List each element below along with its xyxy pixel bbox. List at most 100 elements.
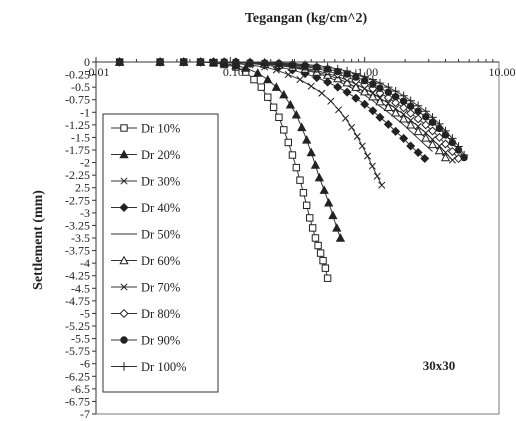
data-point	[275, 113, 283, 122]
series-layer	[115, 57, 469, 282]
data-point	[422, 129, 430, 137]
y-tick-label: -6.75	[65, 394, 90, 408]
data-point	[448, 156, 456, 164]
legend-label: Dr 10%	[141, 122, 180, 136]
data-point	[421, 107, 430, 116]
legend-label: Dr 20%	[141, 148, 180, 162]
y-axis-label: Settlement (mm)	[31, 190, 46, 290]
data-point	[319, 185, 329, 194]
legend-item: Dr 90%	[111, 334, 180, 348]
data-point	[314, 241, 322, 250]
x-tick-label: 10.00	[489, 65, 516, 79]
data-point	[257, 83, 265, 91]
x-tick-label: 0.10	[223, 65, 244, 79]
y-tick-label: -5.5	[71, 332, 90, 346]
data-point	[428, 135, 437, 143]
data-point	[434, 145, 445, 155]
data-point	[375, 112, 385, 122]
data-point	[341, 114, 350, 122]
data-point	[292, 163, 301, 172]
data-point	[407, 116, 415, 124]
legend-label: Dr 100%	[141, 360, 186, 374]
series-line	[119, 61, 329, 279]
y-tick-label: -4.75	[65, 294, 90, 308]
y-tick-label: -1.5	[71, 130, 90, 144]
data-point	[427, 139, 438, 149]
data-point	[400, 110, 408, 118]
data-point	[324, 197, 334, 207]
y-tick-label: 0	[84, 55, 90, 69]
legend-marker	[119, 149, 129, 159]
legend-item: Dr 40%	[111, 201, 180, 215]
data-point	[384, 99, 392, 107]
y-tick-label: -1	[80, 105, 90, 119]
legend-item: Dr 50%	[111, 228, 180, 242]
data-point	[333, 64, 342, 74]
legend-item: Dr 10%	[111, 122, 180, 136]
y-tick-label: -3	[80, 206, 90, 220]
data-point	[353, 132, 361, 140]
data-point	[332, 223, 342, 232]
data-point	[406, 108, 416, 118]
data-point	[413, 101, 423, 110]
y-tick-label: -6	[80, 357, 90, 371]
data-point	[406, 120, 416, 129]
y-tick-label: -5.25	[65, 319, 90, 333]
legend-item: Dr 20%	[111, 148, 180, 162]
y-tick-label: -6.25	[65, 369, 90, 383]
legend-marker	[119, 255, 129, 265]
data-point	[269, 103, 278, 111]
data-point	[351, 69, 361, 78]
data-point	[391, 98, 401, 108]
data-point	[413, 148, 423, 158]
y-tick-label: -4	[80, 256, 90, 270]
data-point	[302, 201, 311, 210]
data-point	[391, 86, 400, 96]
data-point	[368, 106, 378, 116]
y-tick-label: -6.5	[71, 382, 90, 396]
data-point	[351, 82, 361, 91]
data-point	[421, 133, 431, 142]
data-point	[319, 256, 327, 265]
data-point	[306, 147, 316, 157]
legend-item: Dr 100%	[111, 360, 186, 374]
y-tick-label: -4.5	[71, 281, 90, 295]
data-point	[333, 82, 343, 92]
data-point	[435, 119, 444, 129]
data-point	[335, 233, 346, 242]
data-point	[327, 97, 335, 105]
y-tick-label: -4.25	[65, 269, 90, 283]
y-tick-label: -5.75	[65, 344, 90, 358]
data-point	[391, 126, 401, 136]
data-point	[279, 89, 289, 99]
data-point	[318, 89, 326, 97]
data-point	[351, 93, 361, 103]
data-point	[271, 82, 281, 91]
data-point	[302, 135, 312, 144]
y-tick-label: -0.5	[71, 80, 90, 94]
data-point	[360, 86, 370, 96]
legend-marker	[120, 177, 128, 185]
data-point	[316, 249, 325, 257]
y-tick-label: -2	[80, 156, 90, 170]
data-point	[383, 119, 393, 129]
data-point	[378, 181, 386, 189]
data-point	[323, 77, 333, 87]
x-tick-label: 1.00	[357, 65, 378, 79]
y-tick-label: -2.75	[65, 193, 90, 207]
legend-label: Dr 90%	[141, 334, 180, 348]
legend-label: Dr 80%	[141, 307, 180, 321]
data-point	[399, 91, 408, 100]
data-point	[376, 94, 384, 102]
legend-label: Dr 70%	[141, 281, 180, 295]
data-point	[284, 138, 292, 147]
data-point	[384, 82, 393, 92]
data-point	[274, 58, 284, 68]
data-point	[321, 264, 330, 272]
y-tick-label: -3.5	[71, 231, 90, 245]
data-point	[296, 176, 304, 184]
data-point	[459, 150, 469, 160]
data-point	[360, 72, 369, 81]
axes-layer: 0-0.25-0.5-0.75-1-1.25-1.5-1.75-2-2.252.…	[65, 55, 516, 421]
